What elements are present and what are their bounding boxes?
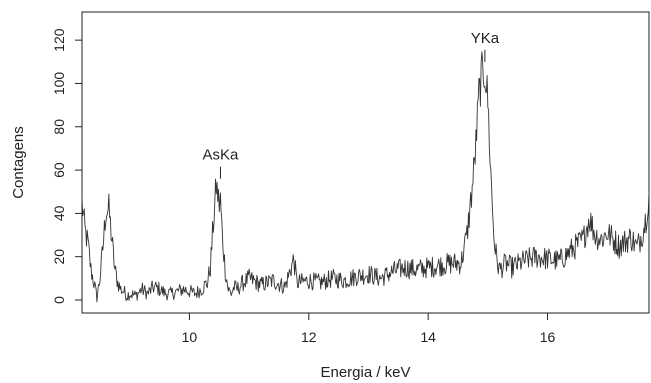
y-tick-label: 0 (51, 296, 67, 304)
y-tick-label: 100 (51, 72, 67, 96)
y-tick-label: 120 (51, 28, 67, 52)
y-axis-label: Contagens (10, 126, 27, 199)
y-tick-label: 40 (51, 205, 67, 221)
x-tick-label: 14 (420, 329, 436, 345)
annotation-label: YKa (471, 30, 500, 47)
x-axis-label: Energia / keV (320, 364, 410, 381)
plot-frame (81, 11, 650, 314)
y-axis: 0 20 40 60 80 100 120 (51, 28, 82, 304)
series-layer (81, 51, 650, 303)
x-tick-label: 10 (182, 329, 198, 345)
spectrum-line (81, 51, 650, 303)
annotation-layer: AsKa YKa (203, 30, 500, 179)
y-tick-label: 80 (51, 119, 67, 135)
x-tick-label: 12 (301, 329, 317, 345)
annotation-label: AsKa (203, 147, 240, 164)
x-tick-label: 16 (540, 329, 556, 345)
y-tick-label: 20 (51, 249, 67, 265)
y-tick-label: 60 (51, 162, 67, 178)
x-axis: 10 12 14 16 (182, 313, 556, 345)
